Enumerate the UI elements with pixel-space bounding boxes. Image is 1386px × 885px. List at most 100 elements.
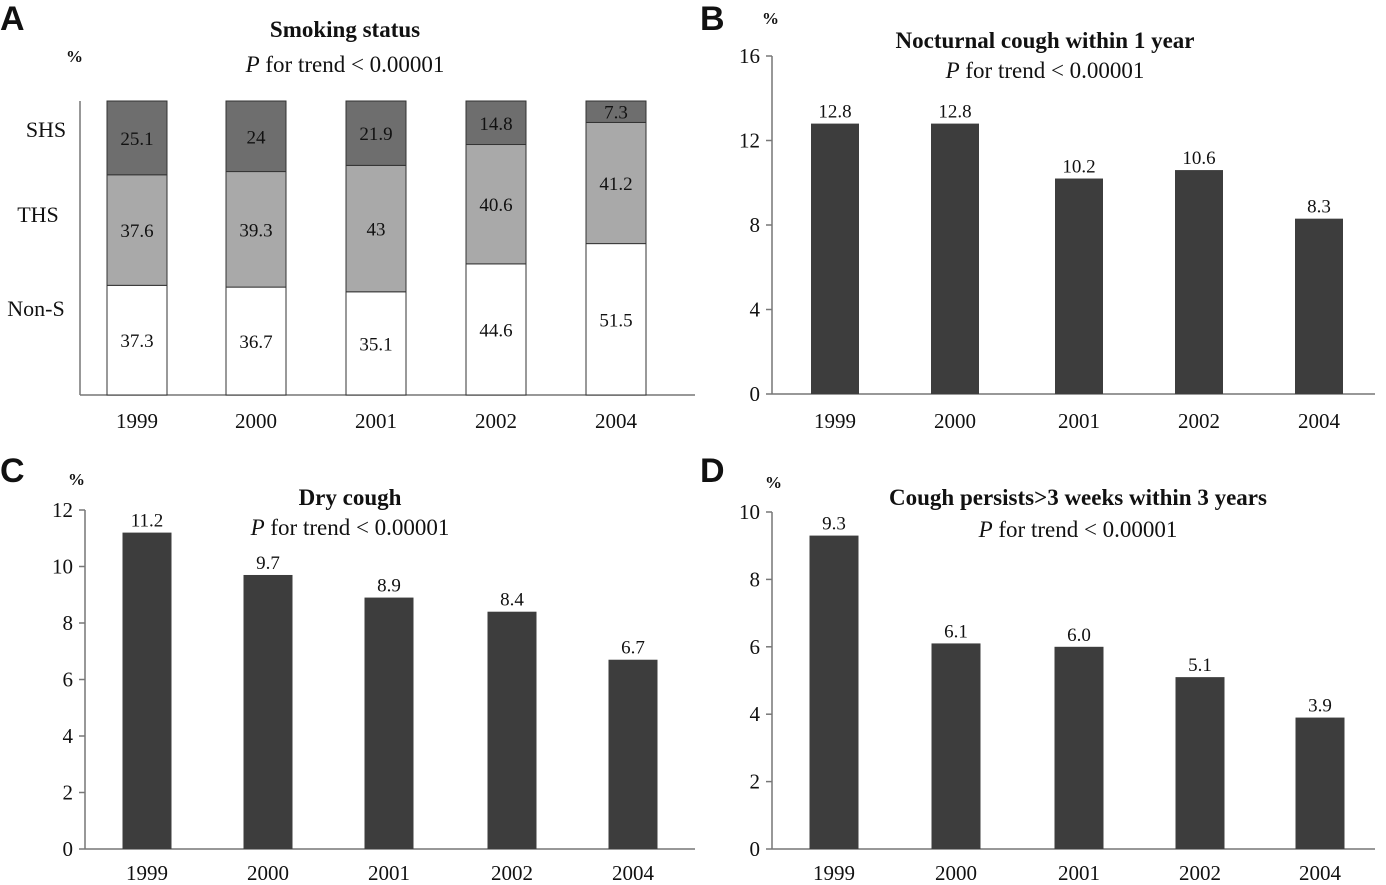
subtitle-italic-p: P: [978, 517, 993, 542]
segment-value-label: 7.3: [604, 103, 628, 124]
chart-title: Nocturnal cough within 1 year: [896, 28, 1195, 53]
bar-value-label: 10.6: [1182, 148, 1215, 169]
chart-subtitle: P for trend < 0.00001: [245, 52, 445, 77]
y-tick-label: 0: [750, 837, 761, 861]
chart-title: Dry cough: [299, 485, 402, 510]
segment-value-label: 25.1: [120, 129, 153, 150]
x-tick-label: 2001: [1058, 409, 1100, 433]
bar: [122, 532, 172, 849]
bar-segment-nons: [585, 243, 647, 396]
segment-value-label: 37.3: [120, 331, 153, 352]
y-unit-label: %: [68, 470, 85, 489]
x-tick-label: 2004: [1299, 861, 1342, 885]
x-tick-label: 2000: [935, 861, 977, 885]
subtitle-italic-p: P: [245, 52, 260, 77]
bar: [809, 535, 859, 849]
bar-value-label: 12.8: [818, 102, 851, 123]
legend-label: THS: [17, 202, 59, 227]
bar: [1175, 170, 1223, 394]
legend-label: SHS: [26, 117, 66, 142]
y-tick-label: 0: [63, 837, 74, 861]
segment-value-label: 40.6: [479, 195, 512, 216]
y-tick-label: 6: [750, 635, 761, 659]
bar: [1175, 677, 1225, 849]
y-tick-label: 8: [750, 567, 761, 591]
y-tick-label: 4: [750, 298, 761, 322]
bar-value-label: 6.0: [1067, 625, 1091, 646]
x-tick-label: 2000: [934, 409, 976, 433]
x-tick-label: 2000: [235, 409, 277, 433]
y-tick-label: 2: [63, 781, 74, 805]
bar-value-label: 3.9: [1308, 696, 1332, 717]
segment-value-label: 21.9: [359, 124, 392, 145]
x-tick-label: 2002: [1179, 861, 1221, 885]
y-tick-label: 8: [750, 213, 761, 237]
segment-value-label: 41.2: [599, 174, 632, 195]
bar: [1054, 646, 1104, 849]
chart-title: Smoking status: [270, 17, 420, 42]
subtitle-italic-p: P: [945, 58, 960, 83]
x-tick-label: 2001: [368, 861, 410, 885]
bar-value-label: 6.1: [944, 621, 968, 642]
bar-value-label: 9.7: [256, 553, 280, 574]
bar-segment-nons: [106, 284, 168, 396]
bar: [487, 611, 537, 849]
bar-segment-shs: [225, 100, 287, 173]
segment-value-label: 24: [247, 127, 267, 148]
y-tick-label: 8: [63, 611, 74, 635]
y-tick-label: 4: [750, 702, 761, 726]
y-tick-label: 6: [63, 668, 74, 692]
subtitle-text: for trend < 0.00001: [960, 58, 1145, 83]
bar-segment-nons: [225, 286, 287, 396]
bar: [1055, 178, 1103, 394]
y-tick-label: 10: [52, 555, 73, 579]
segment-value-label: 51.5: [599, 310, 632, 331]
bar-segment-ths: [345, 164, 407, 293]
x-tick-label: 2002: [491, 861, 533, 885]
y-tick-label: 0: [750, 382, 761, 406]
panel-c: C Dry cough P for trend < 0.00001% 0 2 4 6 8 10 1…: [0, 452, 695, 885]
bar-value-label: 5.1: [1188, 655, 1212, 676]
panel-letter-b: B: [700, 0, 725, 38]
bar-value-label: 8.4: [500, 590, 524, 611]
x-tick-label: 2004: [1298, 409, 1341, 433]
x-tick-label: 2001: [1058, 861, 1100, 885]
bar-segment-shs: [585, 100, 647, 123]
y-unit-label: %: [762, 9, 779, 28]
subtitle-text: for trend < 0.00001: [260, 52, 445, 77]
y-tick-label: 16: [739, 44, 760, 68]
bar-value-label: 9.3: [822, 514, 846, 535]
bar-segment-ths: [585, 121, 647, 245]
bar: [364, 597, 414, 849]
segment-value-label: 35.1: [359, 334, 392, 355]
x-tick-label: 1999: [126, 861, 168, 885]
chart-subtitle: P for trend < 0.00001: [945, 58, 1145, 83]
bar: [931, 123, 979, 394]
segment-value-label: 36.7: [239, 332, 272, 353]
bar: [1295, 717, 1345, 849]
subtitle-italic-p: P: [250, 515, 265, 540]
bar-segment-shs: [465, 100, 527, 146]
legend-label: Non-S: [7, 296, 64, 321]
x-tick-label: 2001: [355, 409, 397, 433]
bar-segment-shs: [106, 100, 168, 176]
y-tick-label: 4: [63, 724, 74, 748]
bar-segment-shs: [345, 100, 407, 166]
subtitle-text: for trend < 0.00001: [265, 515, 450, 540]
panel-d: D Cough persists>3 weeks within 3 years P …: [700, 452, 1375, 885]
x-tick-label: 2004: [612, 861, 655, 885]
bar: [931, 643, 981, 849]
bar: [811, 123, 859, 394]
subtitle-text: for trend < 0.00001: [993, 517, 1178, 542]
bar: [1295, 218, 1343, 394]
panel-a: A Smoking status P for trend < 0.00001% 199…: [0, 0, 695, 433]
panel-letter-c: C: [0, 452, 25, 490]
segment-value-label: 39.3: [239, 220, 272, 241]
bar-segment-nons: [345, 291, 407, 396]
bar-value-label: 11.2: [131, 511, 164, 532]
bar-segment-ths: [465, 144, 527, 265]
segment-value-label: 37.6: [120, 221, 153, 242]
chart-subtitle: P for trend < 0.00001: [978, 517, 1178, 542]
bar-segment-ths: [225, 171, 287, 288]
x-tick-label: 1999: [814, 409, 856, 433]
